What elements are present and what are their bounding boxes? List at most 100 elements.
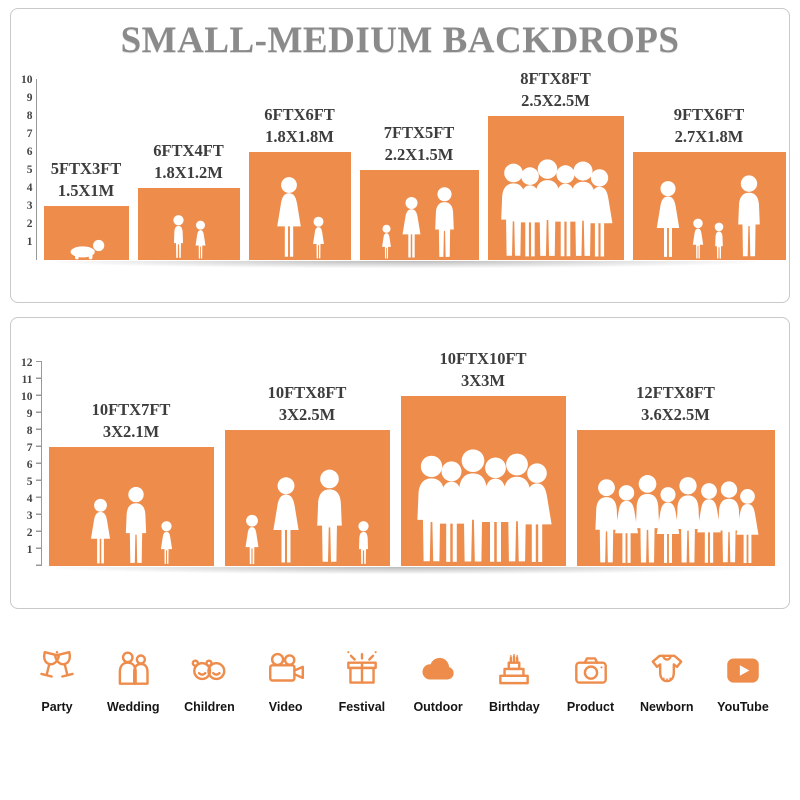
man-silhouette — [434, 187, 454, 257]
woman-silhouette — [656, 181, 680, 257]
backdrop-swatch — [48, 447, 214, 566]
woman-silhouette — [273, 477, 299, 563]
man-silhouette — [738, 175, 760, 257]
wedding-icon — [118, 651, 149, 685]
backdrop-size-label: 6FTX6FT 1.8X1.8M — [264, 105, 335, 146]
category-label: Product — [566, 700, 615, 714]
category-children: Children — [174, 649, 244, 714]
ruler-tick-label: 11 — [21, 373, 33, 386]
girl-silhouette — [381, 224, 391, 259]
backdrop-swatch — [137, 188, 240, 260]
party-icon — [40, 650, 74, 678]
child-silhouette — [172, 215, 184, 258]
backdrop-size-label: 6FTX4FT 1.8X1.2M — [153, 141, 224, 182]
girl-silhouette — [313, 216, 324, 259]
category-label: Birthday — [488, 700, 540, 714]
backdrop-6x4: 6FTX4FT 1.8X1.2M — [137, 140, 240, 260]
backdrop-size-label: 10FTX8FT 3X2.5M — [267, 383, 347, 424]
woman-silhouette — [277, 177, 301, 257]
category-label: Children — [184, 700, 235, 714]
category-wedding: Wedding — [98, 649, 168, 714]
backdrop-size-label: 8FTX8FT 2.5X2.5M — [520, 69, 591, 110]
ruler-tick-label: 9 — [26, 92, 33, 104]
child-silhouette — [714, 222, 724, 259]
outdoor-icon — [422, 657, 454, 680]
backdrop-7x5: 7FTX5FT 2.2X1.5M — [359, 122, 479, 260]
bottom-panel: 12 11 10 9 8 7 6 5 4 3 2 1 10FTX7FT 3X2.1… — [10, 317, 790, 609]
girl-silhouette — [245, 514, 259, 565]
ruler-tick-label: 5 — [26, 164, 33, 176]
ruler-tick-label: 2 — [26, 526, 33, 539]
backdrop-size-label: 7FTX5FT 2.2X1.5M — [383, 123, 455, 164]
backdrop-10x10: 10FTX10FT 3X3M — [400, 348, 566, 566]
top-bars-row: 5FTX3FT 1.5X1M 6FTX4FT 1.8X1.2M — [37, 68, 786, 260]
ruler-tick-label: 5 — [26, 475, 33, 488]
floor-shadow — [57, 567, 755, 574]
children-icon — [192, 659, 226, 681]
man-silhouette — [125, 486, 147, 563]
backdrop-size-label: 10FTX10FT 3X3M — [439, 349, 527, 390]
category-label: Outdoor — [413, 700, 463, 714]
backdrop-swatch — [359, 170, 479, 260]
birthday-icon — [499, 654, 530, 685]
ruler-tick-label: 7 — [26, 441, 33, 454]
backdrop-10x8: 10FTX8FT 3X2.5M — [224, 382, 390, 566]
backdrop-12x8: 12FTX8FT 3.6X2.5M — [576, 382, 775, 566]
backdrop-size-label: 9FTX6FT 2.7X1.8M — [673, 105, 745, 146]
girl-silhouette — [692, 218, 704, 259]
girl-silhouette — [160, 521, 173, 564]
newborn-icon — [651, 654, 683, 683]
backdrop-swatch — [248, 152, 351, 260]
backdrop-swatch — [43, 206, 129, 260]
top-panel: SMALL-MEDIUM BACKDROPS 10 9 8 7 6 5 4 3 … — [10, 8, 790, 303]
ruler-tick-label: 3 — [26, 509, 33, 522]
backdrop-swatch — [632, 152, 786, 260]
woman-silhouette — [90, 498, 111, 564]
ruler-tick-label: 4 — [26, 492, 33, 505]
youtube-icon — [727, 658, 759, 683]
backdrop-swatch — [224, 430, 390, 566]
category-label: Party — [41, 700, 73, 714]
ruler-tick-label: 2 — [26, 218, 33, 230]
backdrop-swatch — [400, 396, 566, 566]
category-outdoor: Outdoor — [403, 649, 473, 714]
girl-silhouette — [195, 220, 205, 259]
category-label: Festival — [338, 700, 386, 714]
ruler-tick-label: 9 — [26, 407, 33, 420]
ruler-tick-line — [35, 79, 37, 260]
product-icon — [574, 657, 607, 684]
woman-silhouette — [402, 196, 420, 258]
bottom-bars-row: 10FTX7FT 3X2.1M 10FTX8FT 3X2.5M — [42, 348, 780, 566]
category-row: Party Wedding Children — [10, 609, 790, 714]
category-festival: Festival — [327, 649, 397, 714]
infographic-page: SMALL-MEDIUM BACKDROPS 10 9 8 7 6 5 4 3 … — [10, 8, 790, 714]
ruler-top: 10 9 8 7 6 5 4 3 2 1 — [21, 71, 36, 251]
category-video: Video — [251, 649, 321, 714]
ruler-tick-label: 1 — [26, 543, 33, 556]
floor-shadow — [57, 261, 755, 268]
ruler-tick-label: 8 — [26, 110, 33, 122]
woman-silhouette — [586, 169, 612, 257]
backdrop-8x8: 8FTX8FT 2.5X2.5M — [487, 68, 624, 260]
ruler-tick-label: 6 — [26, 146, 33, 158]
top-stage: 10 9 8 7 6 5 4 3 2 1 5FTX3FT 1.5X1M — [21, 64, 786, 260]
baby-silhouette — [70, 239, 105, 260]
backdrop-9x6: 9FTX6FT 2.7X1.8M — [632, 104, 786, 260]
category-youtube: YouTube — [708, 649, 778, 714]
category-product: Product — [556, 649, 626, 714]
backdrop-size-label: 10FTX7FT 3X2.1M — [91, 400, 171, 441]
category-label: Newborn — [640, 700, 694, 714]
ruler-tick-label: 3 — [26, 200, 33, 212]
backdrop-6x6: 6FTX6FT 1.8X1.8M — [248, 104, 351, 260]
backdrop-swatch — [576, 430, 775, 566]
ruler-tick-label: 8 — [26, 424, 33, 437]
backdrop-swatch — [487, 116, 624, 260]
category-newborn: Newborn — [632, 649, 702, 714]
ruler-tick-label: 4 — [26, 182, 33, 194]
woman-silhouette — [736, 489, 758, 563]
category-birthday: Birthday — [479, 649, 549, 714]
ruler-bottom: 12 11 10 9 8 7 6 5 4 3 2 1 — [21, 354, 36, 558]
backdrop-10x7: 10FTX7FT 3X2.1M — [48, 399, 214, 566]
backdrop-size-label: 12FTX8FT 3.6X2.5M — [636, 383, 715, 424]
ruler-tick-label: 7 — [26, 128, 33, 140]
